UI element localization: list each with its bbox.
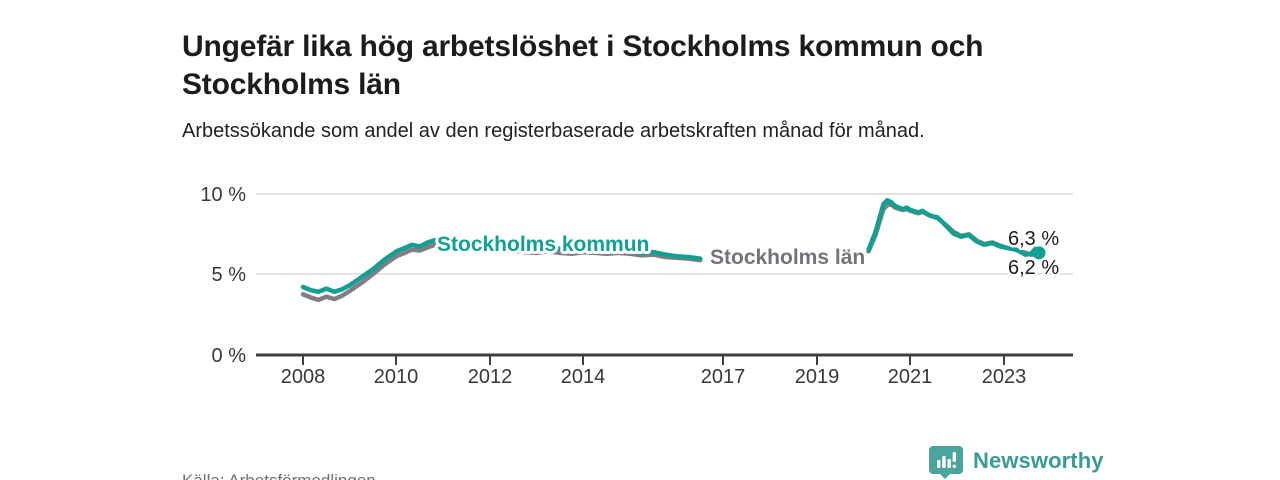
end-point-dot [1032, 246, 1046, 260]
page-subtitle: Arbetssökande som andel av den registerb… [182, 120, 925, 142]
x-tick-label-2012: 2012 [468, 366, 513, 388]
y-tick-label-10: 10 % [200, 184, 246, 206]
line-stockholms-lan [300, 202, 1042, 303]
end-value-label-lan: 6,2 % [1008, 257, 1059, 279]
y-tick-label-5: 5 % [212, 264, 247, 286]
x-tick-label-2014: 2014 [561, 366, 606, 388]
x-tick-label-2010: 2010 [374, 366, 419, 388]
series-label-stockholms-kommun: Stockholms kommun [437, 233, 649, 256]
x-tick-label-2008: 2008 [281, 366, 326, 388]
x-tick-label-2017: 2017 [701, 366, 746, 388]
end-value-label-kommun: 6,3 % [1008, 228, 1059, 250]
x-tick-label-2023: 2023 [982, 366, 1027, 388]
x-tick-label-2021: 2021 [888, 366, 933, 388]
page-title: Ungefär lika hög arbetslöshet i Stockhol… [182, 30, 984, 102]
x-tick-label-2019: 2019 [795, 366, 840, 388]
line-stockholms-kommun [300, 198, 1042, 295]
series-label-stockholms-lan: Stockholms län [710, 246, 865, 269]
brand-name: Newsworthy [973, 448, 1104, 473]
y-tick-label-0: 0 % [212, 345, 247, 367]
source-note: Källa: Arbetsförmedlingen [182, 471, 376, 480]
brand-lockup: Newsworthy [928, 443, 1104, 479]
bar-chart-speech-bubble-icon [929, 446, 963, 479]
